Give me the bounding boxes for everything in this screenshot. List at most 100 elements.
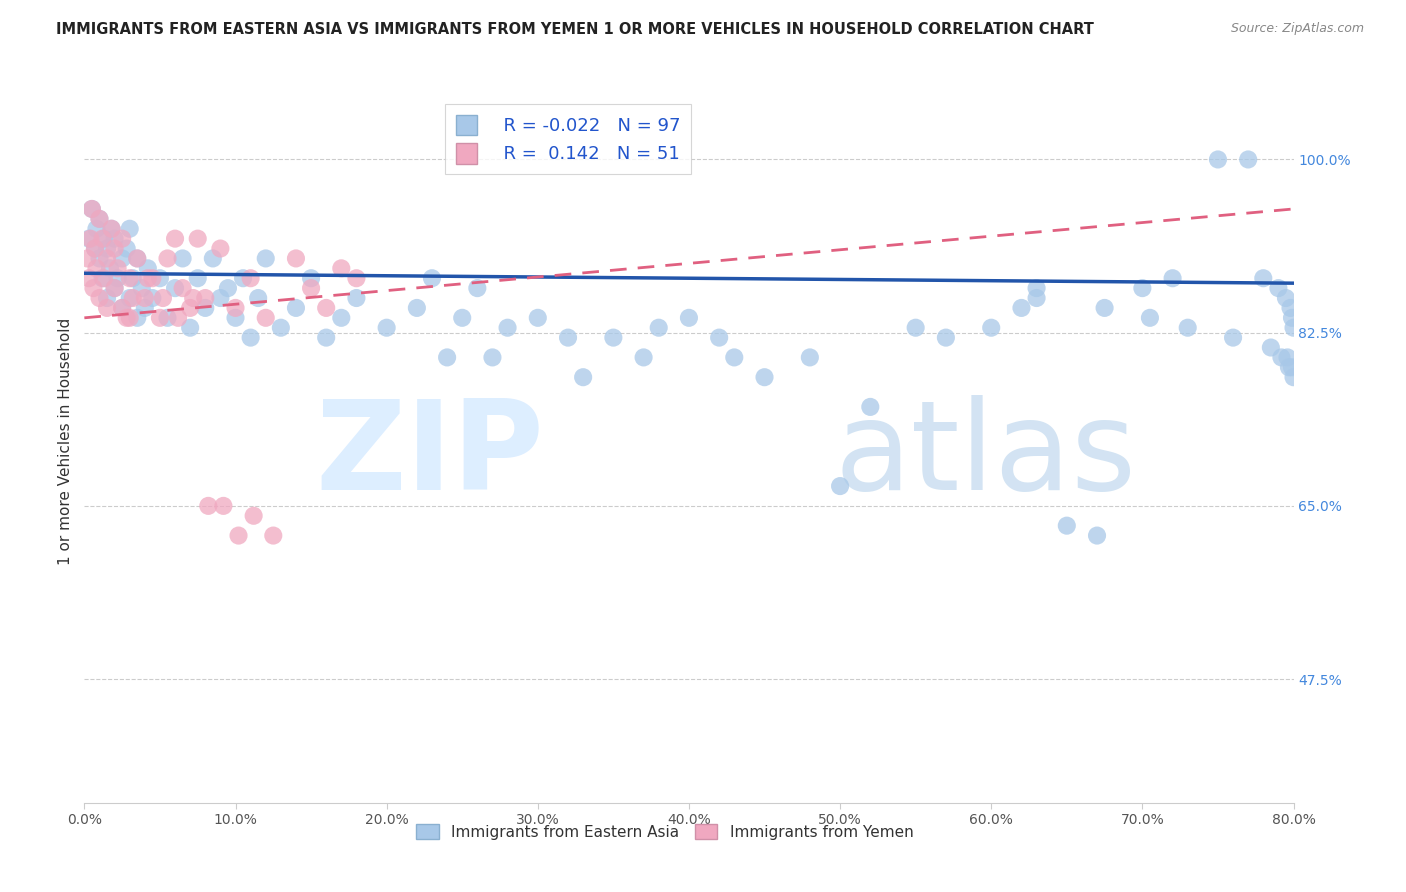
Point xyxy=(152,291,174,305)
Point xyxy=(121,271,143,285)
Point xyxy=(1025,291,1047,305)
Point xyxy=(754,370,776,384)
Point xyxy=(1222,330,1244,344)
Point xyxy=(481,351,503,365)
Point xyxy=(225,301,247,315)
Point xyxy=(436,351,458,365)
Point xyxy=(165,281,187,295)
Point xyxy=(315,330,337,344)
Point xyxy=(242,508,264,523)
Point xyxy=(115,242,138,256)
Point xyxy=(709,330,731,344)
Point xyxy=(1237,153,1260,167)
Point xyxy=(572,370,595,384)
Point xyxy=(1139,310,1161,325)
Point xyxy=(118,291,141,305)
Point xyxy=(1282,370,1305,384)
Point xyxy=(98,261,121,276)
Point xyxy=(678,310,700,325)
Point xyxy=(82,281,104,295)
Point xyxy=(93,271,115,285)
Point xyxy=(96,301,118,315)
Point xyxy=(156,252,179,266)
Point xyxy=(1177,320,1199,334)
Point xyxy=(179,301,201,315)
Point xyxy=(1025,281,1047,295)
Point xyxy=(181,291,204,305)
Point xyxy=(451,310,474,325)
Point xyxy=(136,261,159,276)
Point xyxy=(467,281,489,295)
Point xyxy=(859,400,882,414)
Point xyxy=(91,271,114,285)
Point xyxy=(239,330,262,344)
Point xyxy=(104,281,127,295)
Point xyxy=(84,242,107,256)
Point xyxy=(149,271,172,285)
Point xyxy=(1277,351,1299,365)
Point xyxy=(91,232,114,246)
Point xyxy=(980,320,1002,334)
Text: Source: ZipAtlas.com: Source: ZipAtlas.com xyxy=(1230,22,1364,36)
Point xyxy=(118,271,141,285)
Point xyxy=(648,320,671,334)
Point xyxy=(633,351,655,365)
Point xyxy=(799,351,821,365)
Point xyxy=(1278,360,1301,375)
Point xyxy=(904,320,927,334)
Point xyxy=(187,232,209,246)
Point xyxy=(89,291,111,305)
Point xyxy=(285,252,308,266)
Point xyxy=(375,320,398,334)
Point xyxy=(107,271,129,285)
Point xyxy=(239,271,262,285)
Point xyxy=(141,291,163,305)
Point xyxy=(111,232,134,246)
Point xyxy=(209,291,232,305)
Point xyxy=(104,242,127,256)
Point xyxy=(179,320,201,334)
Point xyxy=(1094,301,1116,315)
Point xyxy=(118,221,141,235)
Point xyxy=(1281,310,1303,325)
Point xyxy=(496,320,519,334)
Point xyxy=(1279,301,1302,315)
Point xyxy=(86,221,108,235)
Point xyxy=(406,301,429,315)
Point xyxy=(420,271,443,285)
Point xyxy=(127,310,149,325)
Point xyxy=(1282,320,1305,334)
Point xyxy=(76,252,98,266)
Point xyxy=(194,301,217,315)
Point xyxy=(131,281,153,295)
Point xyxy=(557,330,579,344)
Point xyxy=(89,211,111,226)
Point xyxy=(80,202,103,216)
Point xyxy=(228,528,250,542)
Point xyxy=(115,310,138,325)
Point xyxy=(136,271,159,285)
Point xyxy=(86,261,108,276)
Point xyxy=(127,252,149,266)
Point xyxy=(315,301,337,315)
Point xyxy=(232,271,254,285)
Point xyxy=(197,499,219,513)
Point xyxy=(217,281,239,295)
Point xyxy=(93,232,115,246)
Point xyxy=(1011,301,1033,315)
Point xyxy=(1132,281,1154,295)
Point xyxy=(165,232,187,246)
Point xyxy=(209,242,232,256)
Point xyxy=(225,310,247,325)
Point xyxy=(111,252,134,266)
Point xyxy=(527,310,550,325)
Point xyxy=(89,252,111,266)
Point xyxy=(118,310,141,325)
Point xyxy=(104,232,127,246)
Point xyxy=(134,301,156,315)
Legend: Immigrants from Eastern Asia, Immigrants from Yemen: Immigrants from Eastern Asia, Immigrants… xyxy=(411,818,920,846)
Point xyxy=(100,221,122,235)
Point xyxy=(1281,360,1303,375)
Point xyxy=(111,301,134,315)
Point xyxy=(1056,518,1078,533)
